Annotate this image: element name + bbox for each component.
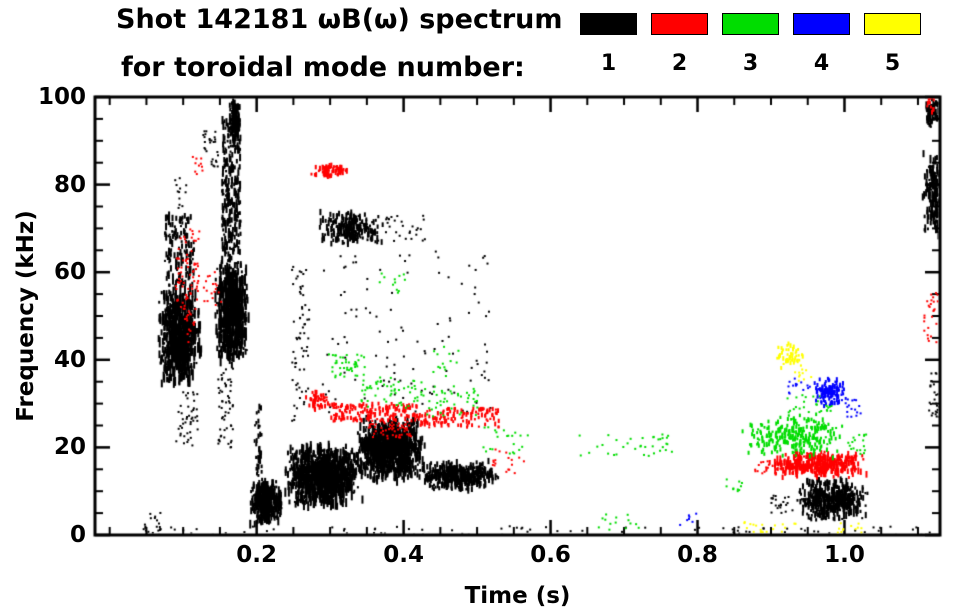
legend-swatch-mode-4 xyxy=(793,13,850,35)
legend-item-mode-2: 2 xyxy=(651,13,708,75)
y-axis-label: Frequency (kHz) xyxy=(13,210,39,422)
legend-item-mode-3: 3 xyxy=(722,13,779,75)
legend-item-mode-1: 1 xyxy=(580,13,637,75)
x-axis-label: Time (s) xyxy=(464,583,571,609)
legend-item-mode-5: 5 xyxy=(864,13,921,75)
x-tick-label: 0.6 xyxy=(530,542,571,568)
x-tick-label: 0.8 xyxy=(677,542,718,568)
y-tick-label: 80 xyxy=(53,171,86,198)
y-tick-label: 20 xyxy=(53,434,86,461)
figure-title: Shot 142181 ωB(ω) spectrum xyxy=(116,4,563,35)
legend-swatch-mode-2 xyxy=(651,13,708,35)
legend-mode-number: 1 xyxy=(600,51,617,76)
legend: 1 2 3 4 5 xyxy=(580,13,921,75)
legend-swatch-mode-5 xyxy=(864,13,921,35)
legend-swatch-mode-3 xyxy=(722,13,779,35)
figure-subtitle: for toroidal mode number: xyxy=(121,52,525,83)
y-tick-label: 40 xyxy=(53,346,86,373)
legend-mode-number: 2 xyxy=(671,51,688,76)
x-tick-label: 0.4 xyxy=(383,542,424,568)
y-tick-label: 60 xyxy=(53,259,86,286)
legend-swatch-mode-1 xyxy=(580,13,637,35)
legend-mode-number: 4 xyxy=(813,51,830,76)
legend-mode-number: 5 xyxy=(884,51,901,76)
y-tick-label: 0 xyxy=(69,522,86,548)
x-tick-label: 0.2 xyxy=(236,542,278,568)
legend-item-mode-4: 4 xyxy=(793,13,850,75)
y-tick-label: 100 xyxy=(37,84,86,110)
legend-mode-number: 3 xyxy=(742,51,759,76)
x-tick-label: 1.0 xyxy=(824,542,865,568)
